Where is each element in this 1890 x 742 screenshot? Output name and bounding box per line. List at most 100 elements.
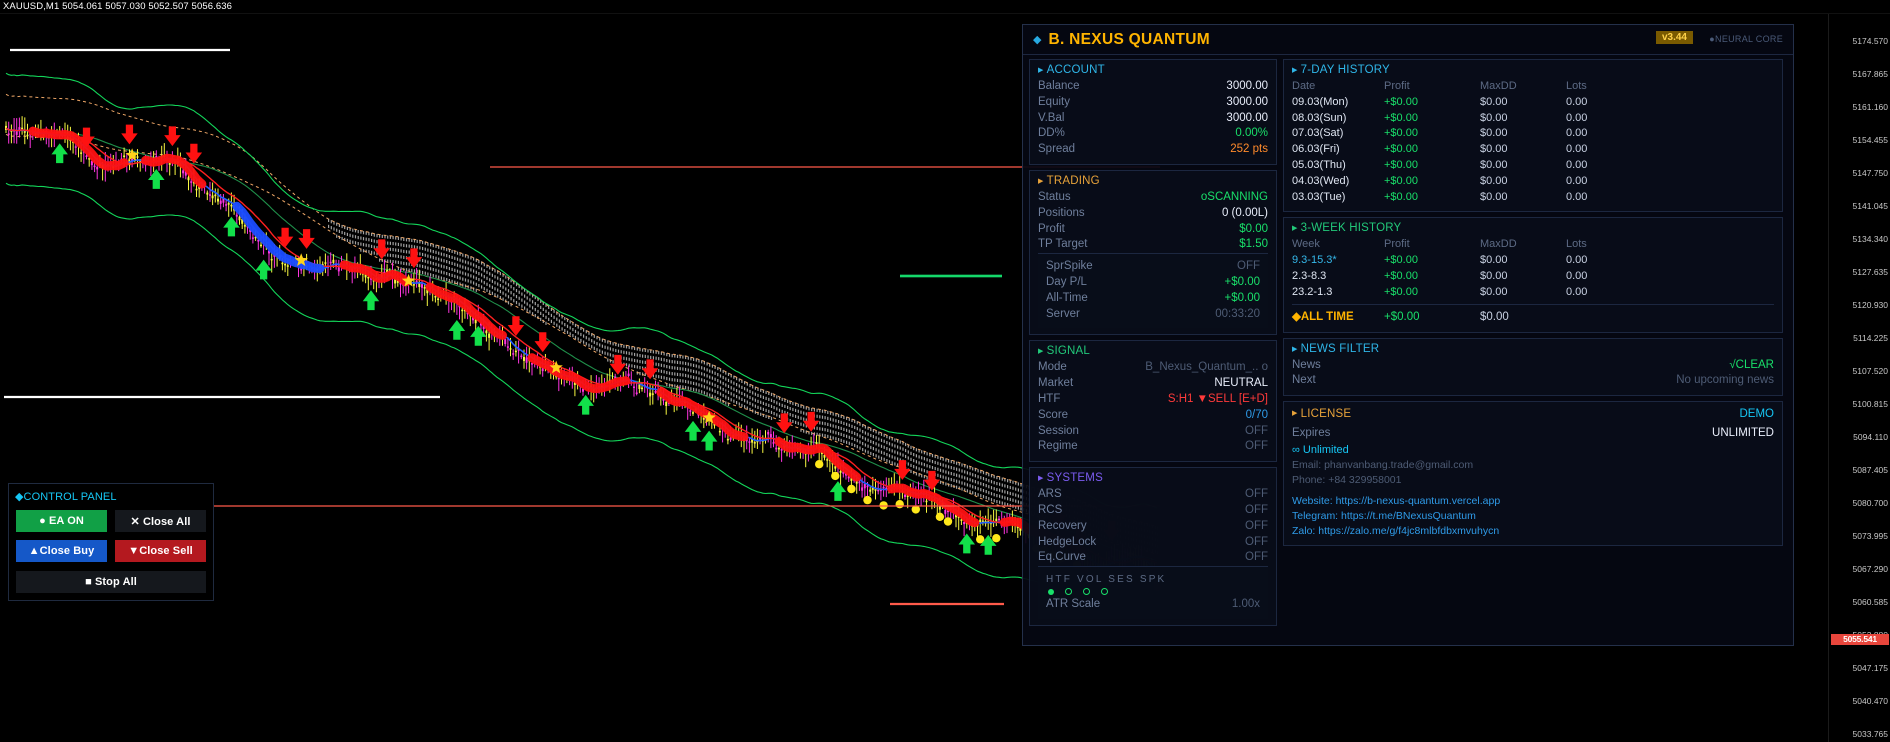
phone-text: Phone: +84 329958001 <box>1292 473 1402 486</box>
caret-right-icon: ▶ <box>1292 225 1298 233</box>
table-cell: 9.3-15.3* <box>1292 254 1337 267</box>
table-cell: +$0.00 <box>1384 254 1418 267</box>
license-card: ▶ LICENSE DEMO Expires UNLIMITED ∞ Unlimi… <box>1283 401 1783 546</box>
row-label: Balance <box>1038 80 1080 92</box>
nexus-quantum-panel[interactable]: ◆ B. NEXUS QUANTUM v3.44 ●NEURAL CORE ▶ A… <box>1022 24 1794 646</box>
symbol-bar: XAUUSD,M1 5054.061 5057.030 5052.507 505… <box>0 0 1890 14</box>
table-cell: +$0.00 <box>1384 158 1418 171</box>
control-button[interactable]: ✕ Close All <box>114 509 207 533</box>
systems-section-title: ▶ SYSTEMS <box>1038 472 1103 485</box>
info-row: Day P/L +$0.00 <box>1046 275 1260 291</box>
row-label: TP Target <box>1038 238 1088 251</box>
info-row: Score 0/70 <box>1038 408 1268 424</box>
info-row: Mode B_Nexus_Quantum_.. o <box>1038 360 1268 376</box>
table-cell: $0.00 <box>1480 285 1508 298</box>
current-price-tag: 5055.541 <box>1831 634 1889 646</box>
table-cell: 23.2-1.3 <box>1292 285 1333 298</box>
info-row: ARS OFF <box>1038 487 1268 503</box>
info-row: TP Target $1.50 <box>1038 237 1268 253</box>
zalo-link[interactable]: Zalo: https://zalo.me/g/f4jc8mlbfdbxmvuh… <box>1292 524 1500 537</box>
price-tick: -5154.455 <box>1852 135 1888 145</box>
table-cell: $0.00 <box>1480 190 1508 203</box>
website-link[interactable]: Website: https://b-nexus-quantum.vercel.… <box>1292 494 1501 507</box>
all-time-cell: +$0.00 <box>1384 310 1420 323</box>
three-week-history-card: ▶ 3-WEEK HISTORY Week Profit MaxDD Lots 9.3-… <box>1283 217 1783 333</box>
table-cell: 07.03(Sat) <box>1292 127 1344 140</box>
table-cell: $0.00 <box>1480 158 1508 171</box>
panel-header: ◆ B. NEXUS QUANTUM v3.44 ●NEURAL CORE <box>1023 25 1793 55</box>
info-row: Server 00:33:20 <box>1046 307 1260 323</box>
telegram-link[interactable]: Telegram: https://t.me/BNexusQuantum <box>1292 509 1476 522</box>
seven-day-history-card: ▶ 7-DAY HISTORY Date Profit MaxDD Lots 09.03… <box>1283 59 1783 213</box>
row-label: All-Time <box>1046 291 1088 304</box>
control-panel-title: ◆CONTROL PANEL <box>15 491 117 503</box>
row-value: B_Nexus_Quantum_.. o <box>1145 361 1268 374</box>
row-value: No upcoming news <box>1676 374 1774 387</box>
row-label: Recovery <box>1038 519 1087 532</box>
table-cell: +$0.00 <box>1384 269 1418 282</box>
table-cell: 0.00 <box>1566 190 1588 203</box>
table-cell: 0.00 <box>1566 158 1588 171</box>
trading-section-title: ▶ TRADING <box>1038 174 1100 187</box>
trading-extra-rows: SprSpike OFF Day P/L +$0.00 All-Time +$0.00 Se… <box>1038 253 1268 329</box>
table-row: 06.03(Fri) +$0.00 $0.00 0.00 <box>1292 142 1774 158</box>
table-row: 03.03(Tue) +$0.00 $0.00 0.00 <box>1292 190 1774 206</box>
row-label: Score <box>1038 408 1069 421</box>
row-label: Regime <box>1038 440 1078 453</box>
table-row: 23.2-1.3 +$0.00 $0.00 0.00 <box>1292 285 1774 301</box>
news-filter-title: ▶ NEWS FILTER <box>1292 342 1380 355</box>
table-row: 08.03(Sun) +$0.00 $0.00 0.00 <box>1292 111 1774 127</box>
price-tick: -5161.160 <box>1852 102 1888 112</box>
row-value: OFF <box>1245 551 1268 564</box>
price-tick: -5134.340 <box>1852 234 1888 244</box>
atr-scale-row: ATR Scale 1.00x <box>1046 597 1260 613</box>
info-row: Session OFF <box>1038 424 1268 440</box>
neural-core-status: ●NEURAL CORE <box>1709 34 1783 44</box>
price-tick: -5107.520 <box>1852 366 1888 376</box>
info-row: Next No upcoming news <box>1292 373 1774 389</box>
control-button[interactable]: ▼Close Sell <box>114 539 207 563</box>
info-row: Balance 3000.00 <box>1038 79 1268 95</box>
table-row: 9.3-15.3* +$0.00 $0.00 0.00 <box>1292 253 1774 269</box>
control-button[interactable]: ● EA ON <box>15 509 108 533</box>
column-header: MaxDD <box>1480 80 1517 92</box>
row-value: 0.00% <box>1235 127 1268 140</box>
info-row: Status oSCANNING <box>1038 190 1268 206</box>
row-label: Market <box>1038 377 1074 390</box>
control-button[interactable]: ▲Close Buy <box>15 539 108 563</box>
table-cell: 03.03(Tue) <box>1292 190 1346 203</box>
control-panel[interactable]: ◆CONTROL PANEL ● EA ON ✕ Close All ▲Close … <box>8 483 214 601</box>
price-tick: -5040.470 <box>1852 696 1888 706</box>
price-scale[interactable]: -5181.275-5174.570-5167.865-5161.160-515… <box>1828 0 1890 742</box>
row-label: Session <box>1038 424 1079 437</box>
row-value: +$0.00 <box>1224 275 1261 288</box>
price-tick: -5100.815 <box>1852 399 1888 409</box>
info-row: Market NEUTRAL <box>1038 376 1268 392</box>
seven-day-history-title: ▶ 7-DAY HISTORY <box>1292 64 1390 76</box>
row-label: ARS <box>1038 488 1062 501</box>
price-tick: -5120.930 <box>1852 300 1888 310</box>
table-cell: +$0.00 <box>1384 285 1418 298</box>
table-cell: +$0.00 <box>1384 95 1418 108</box>
row-value: 3000.00 <box>1226 95 1268 108</box>
table-cell: $0.00 <box>1480 143 1508 156</box>
row-value: 3000.00 <box>1226 80 1268 92</box>
table-row: 07.03(Sat) +$0.00 $0.00 0.00 <box>1292 126 1774 142</box>
table-cell: +$0.00 <box>1384 111 1418 124</box>
control-button[interactable]: ■ Stop All <box>15 570 207 594</box>
row-value: 3000.00 <box>1226 111 1268 124</box>
info-row: Regime OFF <box>1038 439 1268 455</box>
column-header: Lots <box>1566 238 1587 251</box>
price-tick: -5167.865 <box>1852 69 1888 79</box>
price-tick: -5060.585 <box>1852 597 1888 607</box>
table-row: 04.03(Wed) +$0.00 $0.00 0.00 <box>1292 174 1774 190</box>
table-cell: 0.00 <box>1566 254 1588 267</box>
table-cell: 0.00 <box>1566 269 1588 282</box>
status-dot <box>1048 588 1054 595</box>
caret-right-icon: ▶ <box>1038 66 1044 74</box>
row-label: Profit <box>1038 222 1065 235</box>
table-cell: 09.03(Mon) <box>1292 95 1349 108</box>
row-label: Next <box>1292 374 1316 387</box>
trading-card: ▶ TRADING Status oSCANNING Positions 0 (0.00… <box>1029 169 1277 336</box>
info-row: Positions 0 (0.00L) <box>1038 206 1268 222</box>
